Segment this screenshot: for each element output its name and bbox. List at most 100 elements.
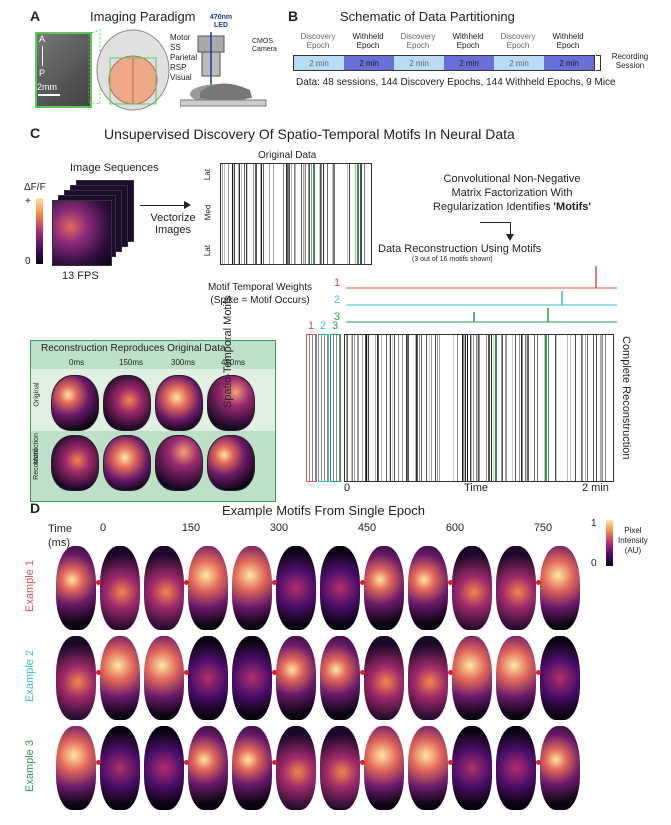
raster-stripe [464, 335, 465, 481]
raster-stripe [462, 335, 463, 481]
raster-stripe [526, 335, 527, 481]
raster-stripe [491, 335, 492, 481]
raster-stripe [457, 335, 458, 481]
panel-a-title: Imaging Paradigm [90, 9, 196, 24]
raster-stripe [364, 164, 365, 264]
raster-stripe [332, 164, 333, 264]
raster-stripe [247, 164, 248, 264]
motif-brain-right [276, 726, 316, 810]
original-data-raster [220, 163, 372, 265]
raster-stripe [308, 164, 309, 264]
epoch-header-4: Withheld Epoch [452, 32, 484, 50]
raster-stripe [321, 164, 322, 264]
raster-stripe [234, 164, 235, 264]
example-label: Example 1 [24, 560, 36, 612]
region-rsp: RSP [170, 63, 187, 72]
epoch-1: 2 min [294, 56, 345, 70]
motif-brain-right [100, 546, 140, 630]
raster-stripe [358, 335, 359, 481]
bregma-marker [536, 760, 541, 765]
repro-title: Reconstruction Reproduces Original Data [41, 343, 226, 354]
epoch-6: 2 min [544, 56, 594, 70]
raster-stripe [362, 335, 363, 481]
motif-brain-right [276, 546, 316, 630]
highlight-stripe [495, 335, 497, 481]
time-label-b: (ms) [48, 537, 70, 549]
motif-brain-right [188, 726, 228, 810]
raster-stripe [390, 335, 391, 481]
temporal-weights-label: Motif Temporal Weights (Spike = Motif Oc… [195, 281, 325, 307]
raster-stripe [269, 164, 270, 264]
axis-a-label: A [39, 34, 46, 44]
highlight-stripe [313, 164, 315, 264]
raster-stripe [287, 164, 288, 264]
raster-stripe [295, 164, 296, 264]
epoch-3: 2 min [394, 56, 445, 70]
motif-brain-left [320, 636, 360, 720]
reconstruction-brain [155, 435, 203, 491]
raster-stripe [600, 335, 601, 481]
epoch-2: 2 min [344, 56, 395, 70]
raster-stripe [352, 335, 353, 481]
motif-brain-left [232, 726, 272, 810]
raster-stripe [462, 335, 463, 481]
panel-d-label: D [30, 500, 41, 516]
raster-stripe [323, 164, 324, 264]
raster-stripe [389, 335, 390, 481]
raster-stripe [377, 335, 378, 481]
highlight-stripe [357, 164, 359, 264]
region-motor: Motor [170, 33, 191, 42]
raster-stripe [239, 164, 240, 264]
epoch-header-5: Discovery Epoch [500, 32, 536, 50]
raster-stripe [366, 335, 367, 481]
raster-stripe [263, 164, 264, 264]
motif-id-2: 2 [320, 320, 327, 332]
raster-stripe [486, 335, 487, 481]
raster-stripe [527, 335, 528, 481]
bregma-marker [360, 580, 365, 585]
bregma-marker [536, 670, 541, 675]
cnmf-line-3: Regularization Identifies 'Motifs' [392, 200, 632, 214]
raster-stripe [435, 335, 436, 481]
raster-stripe [489, 335, 490, 481]
raster-stripe [453, 335, 454, 481]
raster-stripe [587, 335, 588, 481]
example-label: Example 3 [24, 740, 36, 792]
time-header: 750 [533, 522, 553, 534]
epoch-5: 2 min [494, 56, 545, 70]
motif-id-1: 1 [308, 320, 315, 332]
raster-stripe [347, 164, 348, 264]
raster-stripe [255, 164, 256, 264]
df-plus: + [25, 196, 31, 207]
raster-stripe [519, 335, 520, 481]
row-original-label: Original [33, 382, 41, 407]
time-label-a: Time [48, 523, 73, 535]
row-motif-label-b: Reconstruction [32, 433, 40, 480]
raster-stripe [602, 335, 603, 481]
raster-stripe [521, 335, 522, 481]
motif-brain-right [540, 726, 580, 810]
motif-brain-left [56, 546, 96, 630]
repro-box: Reconstruction Reproduces Original Data … [30, 340, 276, 502]
fps-label: 13 FPS [62, 270, 99, 282]
raster-stripe [392, 335, 393, 481]
epoch-header-1: Discovery Epoch [300, 32, 336, 50]
bregma-marker [448, 580, 453, 585]
raster-stripe [305, 164, 306, 264]
motif-brain-left [56, 726, 96, 810]
raster-stripe [360, 164, 361, 264]
motif-brain-right [100, 726, 140, 810]
raster-stripe [386, 335, 387, 481]
raster-stripe [415, 335, 416, 481]
repro-time-0: 0ms [69, 358, 85, 367]
raster-stripe [398, 335, 399, 481]
stack-front-frame [52, 200, 112, 266]
time-header: 300 [269, 522, 289, 534]
raster-stripe [288, 164, 289, 264]
raster-stripe [479, 335, 480, 481]
raster-stripe [244, 164, 245, 264]
motif-brain-right [540, 546, 580, 630]
raster-stripe [238, 164, 239, 264]
image-stack [52, 180, 136, 266]
bregma-marker [96, 580, 101, 585]
